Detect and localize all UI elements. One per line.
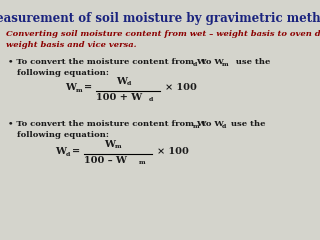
Text: W: W	[55, 147, 66, 156]
Text: to W: to W	[199, 58, 224, 66]
Text: use the: use the	[230, 58, 270, 66]
Text: • To convert the moisture content from W: • To convert the moisture content from W	[8, 58, 206, 66]
Text: W: W	[116, 77, 127, 86]
Text: weight basis and vice versa.: weight basis and vice versa.	[6, 41, 137, 49]
Text: m: m	[115, 144, 122, 149]
Text: use the: use the	[228, 120, 266, 128]
Text: × 100: × 100	[157, 147, 189, 156]
Text: × 100: × 100	[165, 83, 197, 92]
Text: W: W	[104, 140, 115, 149]
Text: d: d	[66, 152, 70, 157]
Text: d: d	[193, 62, 197, 67]
Text: d: d	[127, 81, 132, 86]
Text: =: =	[84, 83, 92, 92]
Text: m: m	[193, 124, 200, 129]
Text: Converting soil moisture content from wet – weight basis to oven dry-: Converting soil moisture content from we…	[6, 30, 320, 38]
Text: • To convert the moisture content from W: • To convert the moisture content from W	[8, 120, 206, 128]
Text: m: m	[76, 88, 83, 93]
Text: 100 – W: 100 – W	[84, 156, 127, 165]
Text: 100 + W: 100 + W	[96, 93, 142, 102]
Text: m: m	[222, 62, 228, 67]
Text: to W: to W	[199, 120, 224, 128]
Text: d: d	[222, 124, 226, 129]
Text: following equation:: following equation:	[17, 69, 109, 77]
Text: d: d	[149, 97, 153, 102]
Text: following equation:: following equation:	[17, 131, 109, 139]
Text: =: =	[72, 147, 80, 156]
Text: m: m	[139, 160, 146, 165]
Text: Measurement of soil moisture by gravimetric method: Measurement of soil moisture by gravimet…	[0, 12, 320, 25]
Text: W: W	[65, 83, 76, 92]
